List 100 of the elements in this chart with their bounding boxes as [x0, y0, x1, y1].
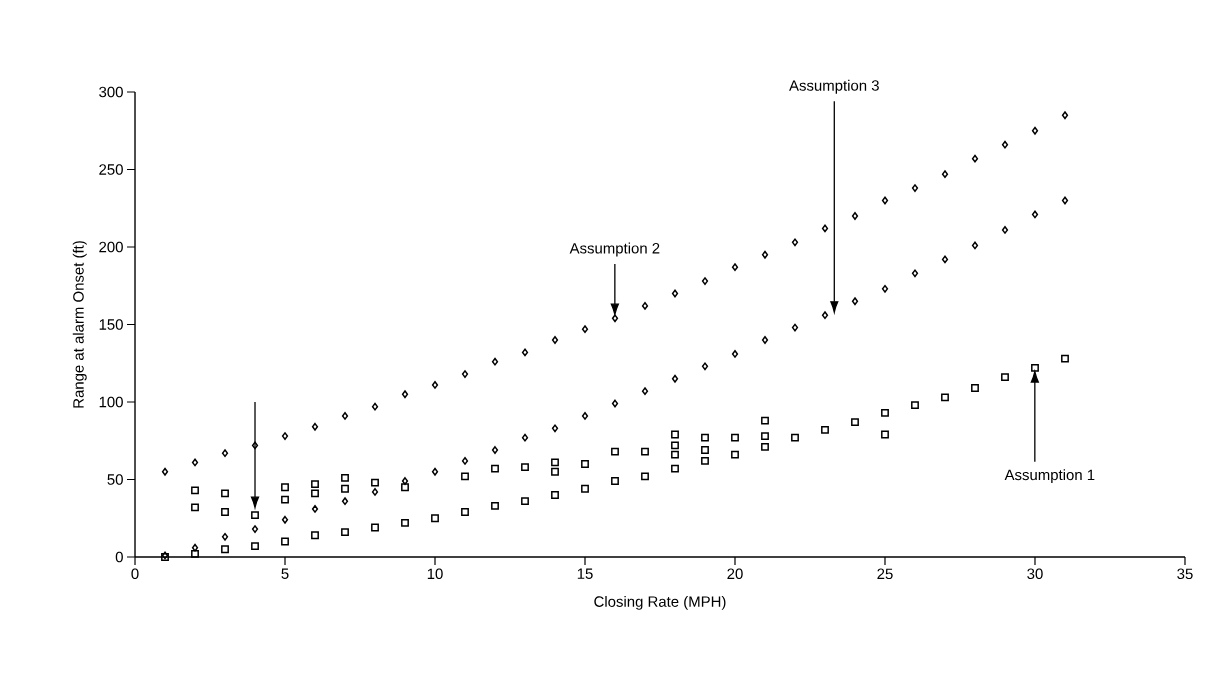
point [851, 418, 859, 427]
x-tick-label: 15 [577, 568, 593, 579]
point [761, 416, 769, 425]
point [461, 370, 469, 379]
point [251, 542, 259, 551]
point [551, 424, 559, 433]
point [641, 301, 649, 310]
point [311, 422, 319, 431]
point [311, 489, 319, 498]
x-tick-label: 35 [1177, 568, 1193, 580]
point [941, 393, 949, 402]
x-tick-label: 0 [131, 568, 139, 580]
point [791, 323, 799, 332]
point [881, 430, 889, 439]
x-tick-label: 30 [1027, 568, 1043, 580]
point [671, 464, 679, 473]
point [461, 456, 469, 465]
point [221, 532, 229, 541]
point [821, 425, 829, 434]
annotation: Assumption 1 [1004, 469, 1095, 484]
point [191, 549, 199, 558]
point [731, 263, 739, 272]
point [701, 446, 709, 454]
point [431, 514, 439, 523]
point [581, 325, 589, 334]
point [551, 458, 559, 467]
point [311, 505, 319, 513]
point [311, 531, 319, 540]
x-tick-label: 5 [281, 568, 289, 579]
point [671, 450, 679, 459]
point [221, 489, 229, 498]
point [971, 241, 979, 250]
point [311, 480, 319, 489]
point [551, 336, 559, 344]
point [401, 483, 409, 492]
point [341, 484, 349, 493]
point [431, 381, 439, 389]
point [881, 196, 889, 205]
point [191, 503, 199, 512]
point [221, 508, 229, 516]
y-tick-label: 300 [99, 86, 123, 98]
point [911, 184, 919, 193]
point [461, 508, 469, 516]
point [611, 477, 619, 485]
point [1001, 373, 1009, 382]
point [821, 224, 829, 233]
point [371, 487, 379, 496]
point [641, 387, 649, 396]
point [641, 472, 649, 481]
point [881, 408, 889, 417]
point [551, 491, 559, 499]
point [1001, 226, 1009, 234]
point [671, 441, 679, 450]
x-tick-label: 10 [427, 568, 443, 580]
y-tick-label: 100 [99, 396, 123, 408]
point [221, 545, 229, 554]
point [431, 467, 439, 476]
point [1031, 210, 1039, 219]
point [941, 170, 949, 179]
point [281, 515, 289, 524]
point [161, 467, 169, 476]
point [671, 430, 679, 439]
point [551, 467, 559, 476]
point [191, 458, 199, 467]
x-tick-label: 20 [727, 568, 743, 580]
y-tick-label: 250 [99, 164, 123, 175]
point [281, 537, 289, 546]
y-tick-label: 200 [99, 241, 123, 253]
point [881, 284, 889, 293]
annotation: Assumption 2 [569, 242, 660, 257]
x-axis-title: Closing Rate (MPH) [594, 595, 726, 610]
point [731, 450, 739, 459]
point [731, 433, 739, 442]
point [281, 495, 289, 504]
point [731, 350, 739, 358]
x-tick-label: 25 [877, 568, 893, 580]
point [911, 401, 919, 410]
point [761, 250, 769, 259]
point [791, 433, 799, 442]
point [761, 432, 769, 441]
point [821, 311, 829, 320]
point [371, 523, 379, 532]
y-tick-label: 0 [115, 551, 123, 563]
point [521, 497, 529, 506]
point [371, 402, 379, 411]
point [191, 486, 199, 495]
annotation: Assumption 3 [789, 79, 879, 94]
point [281, 483, 289, 492]
point [761, 336, 769, 344]
point [341, 412, 349, 420]
point [371, 478, 379, 487]
point [491, 501, 499, 510]
point [491, 446, 499, 454]
point [581, 412, 589, 420]
point [671, 374, 679, 383]
point [851, 212, 859, 220]
point [1001, 140, 1009, 149]
point [1031, 126, 1039, 135]
point [461, 472, 469, 481]
point [1061, 354, 1069, 363]
